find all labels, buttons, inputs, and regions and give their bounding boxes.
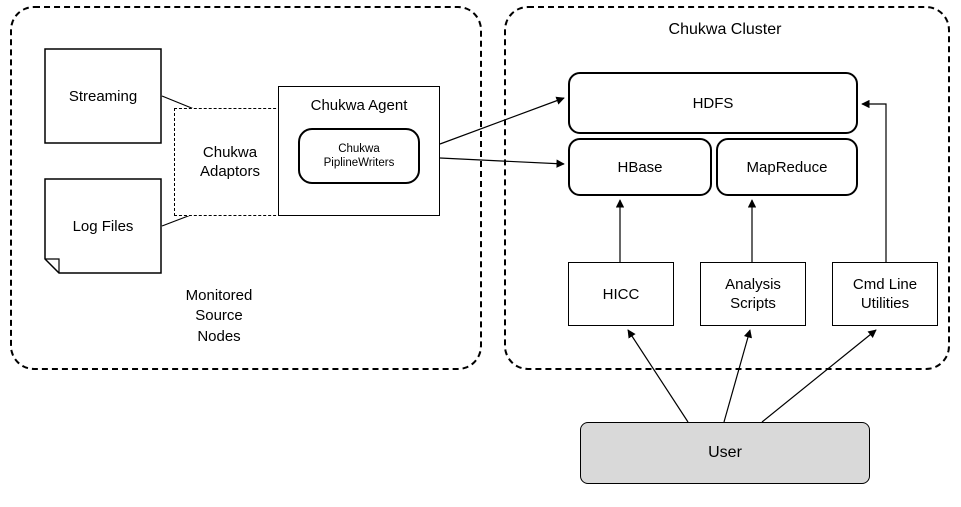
mapreduce-label: MapReduce [747, 159, 828, 176]
analysis-label-2: Scripts [730, 295, 776, 312]
logfiles-label: Log Files [44, 178, 162, 274]
hbase-label: HBase [617, 159, 662, 176]
pipeline-writers-node: Chukwa PiplineWriters [298, 128, 420, 184]
user-label: User [708, 444, 742, 462]
monitored-source-nodes-label: Monitored Source Nodes [164, 286, 274, 347]
analysis-scripts-node: Analysis Scripts [700, 262, 806, 326]
hdfs-node: HDFS [568, 72, 858, 134]
pipeline-label-1: Chukwa [338, 143, 380, 155]
logfiles-node: Log Files [44, 178, 162, 274]
chukwa-agent-label: Chukwa Agent [311, 97, 408, 114]
hbase-node: HBase [568, 138, 712, 196]
chukwa-adaptors-node: Chukwa Adaptors [174, 108, 286, 216]
hicc-label: HICC [603, 286, 640, 303]
chukwa-cluster-title: Chukwa Cluster [640, 20, 810, 41]
user-node: User [580, 422, 870, 484]
adaptors-label-1: Chukwa [203, 144, 257, 161]
hicc-node: HICC [568, 262, 674, 326]
adaptors-label-2: Adaptors [200, 163, 260, 180]
streaming-node: Streaming [44, 48, 162, 144]
cmd-label-1: Cmd Line [853, 276, 917, 293]
analysis-label-1: Analysis [725, 276, 781, 293]
streaming-label: Streaming [44, 48, 162, 144]
hdfs-label: HDFS [693, 95, 734, 112]
cmdline-utilities-node: Cmd Line Utilities [832, 262, 938, 326]
cmd-label-2: Utilities [861, 295, 909, 312]
pipeline-label-2: PiplineWriters [324, 157, 395, 169]
mapreduce-node: MapReduce [716, 138, 858, 196]
